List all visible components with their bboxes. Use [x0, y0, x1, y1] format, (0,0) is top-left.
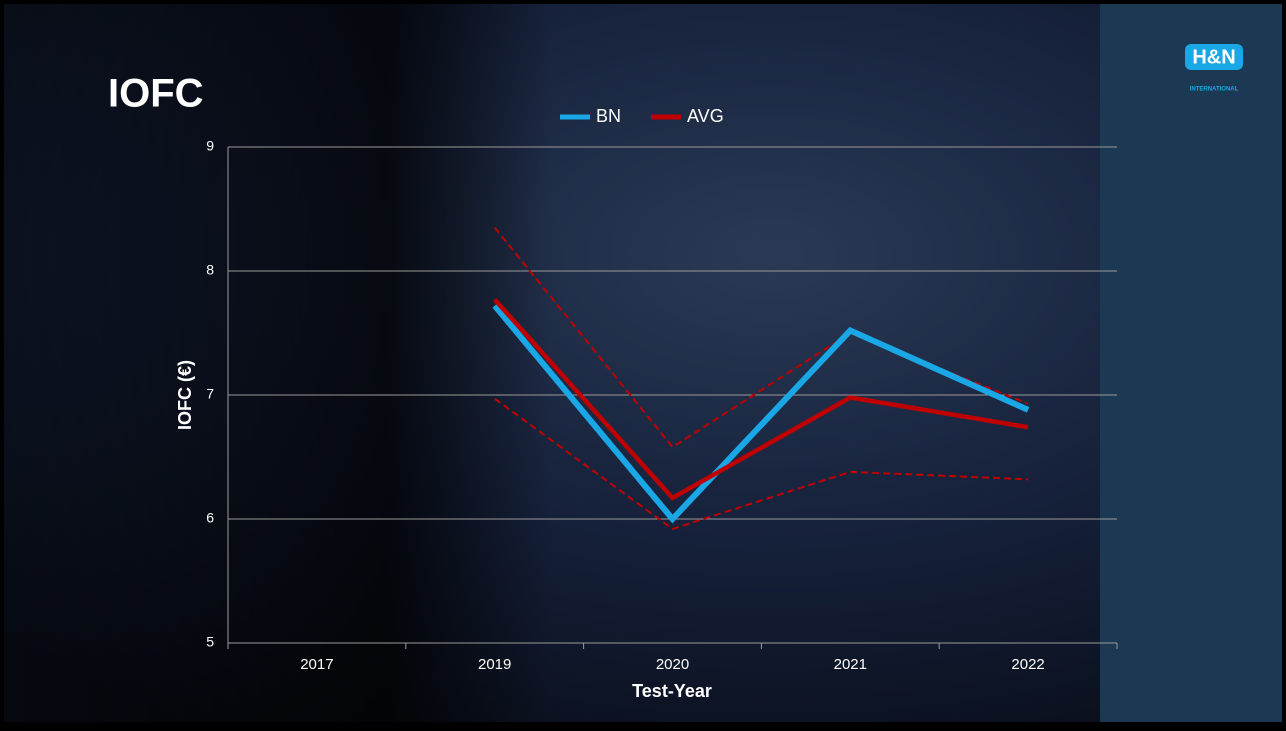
logo-subtitle: INTERNATIONAL	[1190, 87, 1239, 93]
series-line	[494, 397, 1029, 531]
legend-label: BN	[596, 106, 621, 126]
x-axis-label: Test-Year	[632, 681, 712, 701]
y-tick-label: 8	[206, 262, 214, 278]
y-tick-label: 5	[206, 634, 214, 650]
logo-badge	[1185, 44, 1243, 70]
x-tick-label: 2020	[656, 656, 689, 673]
x-tick-label: 2022	[1011, 656, 1044, 673]
series-line	[493, 298, 1029, 501]
y-axis-label: IOFC (€)	[175, 360, 195, 430]
x-tick-label: 2019	[478, 656, 511, 673]
side-panel	[1100, 4, 1282, 722]
y-tick-label: 6	[206, 510, 214, 526]
y-tick-label: 9	[206, 138, 214, 154]
series-line	[492, 303, 1030, 524]
x-tick-label: 2017	[300, 656, 333, 673]
legend-label: AVG	[687, 106, 724, 126]
logo: H&N INTERNATIONAL	[1185, 44, 1243, 93]
y-tick-label: 7	[206, 386, 214, 402]
slide-title: IOFC	[108, 72, 204, 116]
x-tick-label: 2021	[834, 656, 867, 673]
logo-mark: H&N	[1192, 46, 1235, 68]
